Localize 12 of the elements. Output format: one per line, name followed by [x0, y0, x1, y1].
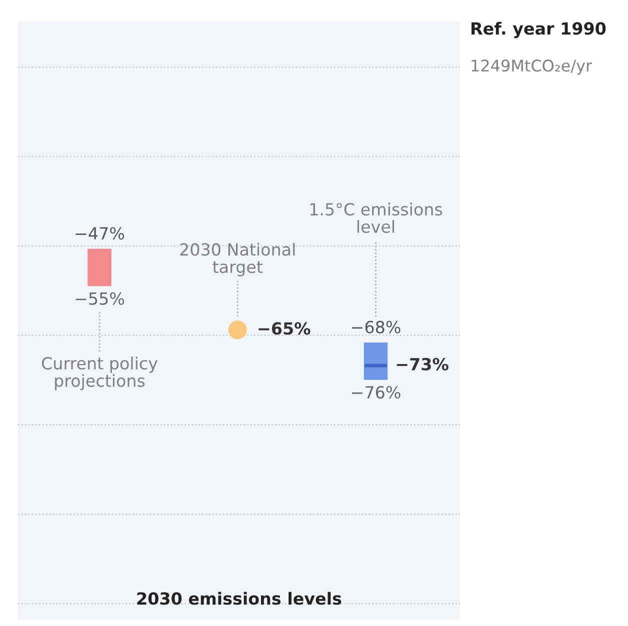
data-label: −47% [76, 227, 124, 240]
data-label: −65% [258, 322, 310, 335]
text: 2030 emissions levels [137, 592, 342, 605]
data-label: −68% [352, 320, 400, 334]
category-label: 2030 National target [180, 242, 295, 276]
text: Ref. year 1990 [472, 22, 606, 38]
category-label: 1.5°C emissions level [310, 202, 442, 233]
data-label: −55% [76, 292, 124, 305]
text: 1249MtCO₂e/yr [472, 60, 592, 75]
category-label: Current policy projections [42, 356, 158, 390]
data-label: −73% [396, 358, 448, 370]
data-label: −76% [352, 386, 400, 399]
